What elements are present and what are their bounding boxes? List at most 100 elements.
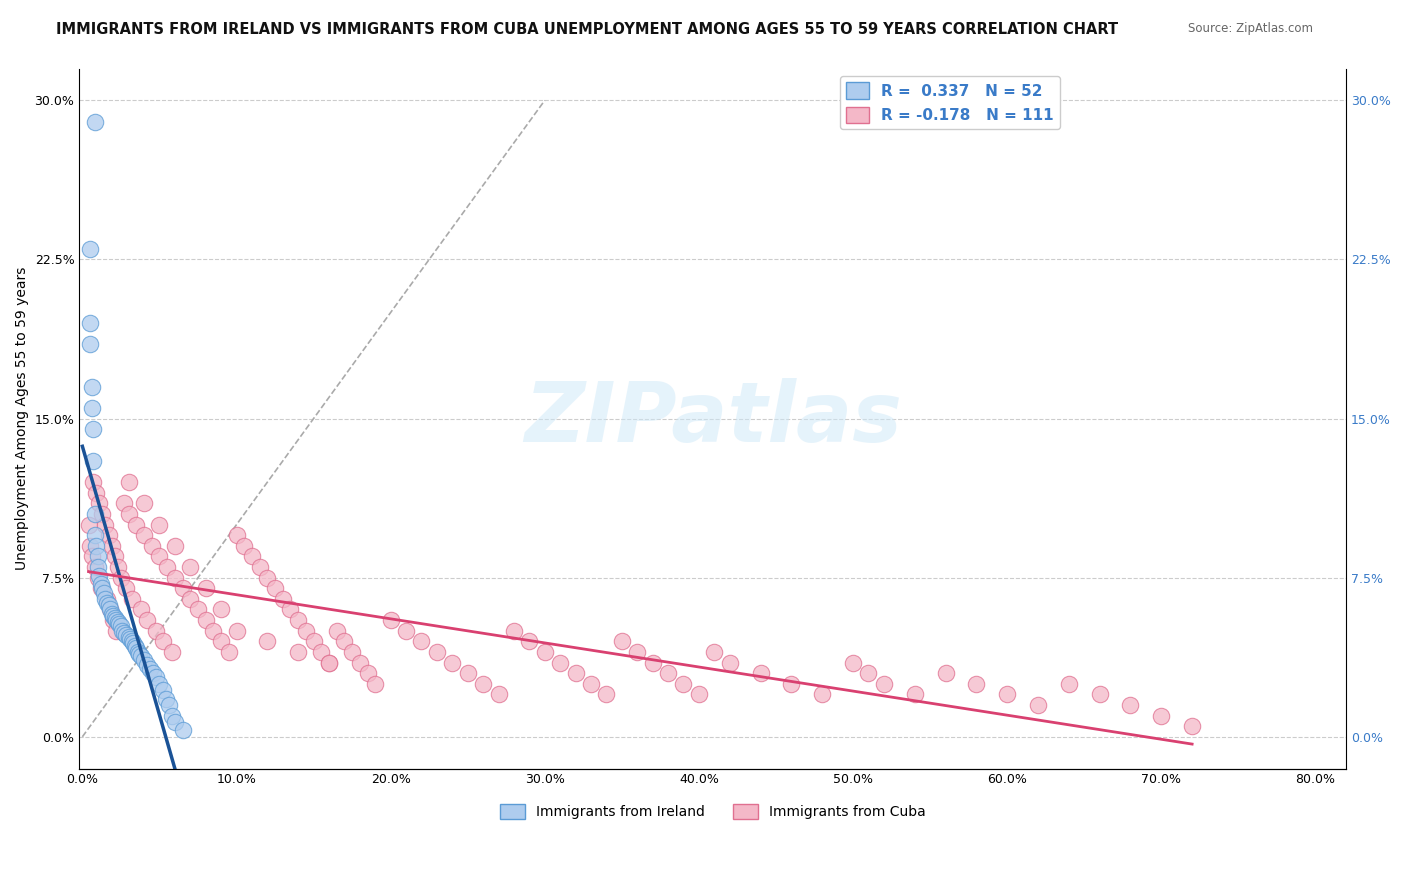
Point bbox=[842, 656, 865, 670]
Point bbox=[79, 242, 101, 256]
Point bbox=[82, 422, 104, 436]
Point bbox=[641, 656, 664, 670]
Point bbox=[225, 624, 247, 638]
Point bbox=[1088, 687, 1111, 701]
Point bbox=[1057, 677, 1080, 691]
Point bbox=[129, 602, 152, 616]
Point bbox=[129, 649, 152, 664]
Point bbox=[1181, 719, 1204, 733]
Point bbox=[240, 549, 263, 564]
Point bbox=[209, 634, 232, 648]
Point bbox=[111, 624, 134, 638]
Point bbox=[163, 714, 186, 729]
Point bbox=[141, 539, 163, 553]
Point bbox=[93, 585, 115, 599]
Point bbox=[364, 677, 387, 691]
Point bbox=[172, 582, 194, 596]
Point bbox=[104, 549, 127, 564]
Point bbox=[77, 517, 100, 532]
Point bbox=[152, 683, 174, 698]
Point bbox=[579, 677, 602, 691]
Point bbox=[108, 617, 131, 632]
Point bbox=[548, 656, 571, 670]
Legend: Immigrants from Ireland, Immigrants from Cuba: Immigrants from Ireland, Immigrants from… bbox=[495, 798, 931, 825]
Point bbox=[107, 560, 129, 574]
Point bbox=[904, 687, 927, 701]
Point bbox=[249, 560, 271, 574]
Point bbox=[132, 496, 155, 510]
Point bbox=[295, 624, 318, 638]
Point bbox=[318, 656, 340, 670]
Point bbox=[256, 634, 278, 648]
Point bbox=[117, 630, 139, 644]
Point bbox=[103, 613, 125, 627]
Point bbox=[80, 401, 103, 415]
Point bbox=[87, 549, 110, 564]
Point bbox=[488, 687, 510, 701]
Point bbox=[152, 634, 174, 648]
Point bbox=[395, 624, 418, 638]
Point bbox=[202, 624, 225, 638]
Point bbox=[84, 539, 107, 553]
Point bbox=[94, 591, 117, 606]
Point bbox=[688, 687, 710, 701]
Point bbox=[83, 507, 105, 521]
Point bbox=[179, 591, 201, 606]
Point bbox=[79, 316, 101, 330]
Point bbox=[136, 657, 159, 672]
Point bbox=[172, 723, 194, 738]
Point bbox=[100, 607, 122, 621]
Point bbox=[121, 591, 143, 606]
Point bbox=[533, 645, 555, 659]
Point bbox=[105, 613, 128, 627]
Point bbox=[163, 539, 186, 553]
Point bbox=[749, 666, 772, 681]
Point bbox=[103, 608, 125, 623]
Point bbox=[657, 666, 679, 681]
Point bbox=[287, 645, 309, 659]
Point bbox=[155, 691, 177, 706]
Point bbox=[124, 639, 146, 653]
Point bbox=[87, 571, 110, 585]
Point bbox=[97, 599, 120, 613]
Point bbox=[128, 647, 150, 661]
Point bbox=[349, 656, 371, 670]
Text: IMMIGRANTS FROM IRELAND VS IMMIGRANTS FROM CUBA UNEMPLOYMENT AMONG AGES 55 TO 59: IMMIGRANTS FROM IRELAND VS IMMIGRANTS FR… bbox=[56, 22, 1118, 37]
Text: ZIPatlas: ZIPatlas bbox=[524, 378, 901, 459]
Point bbox=[148, 517, 170, 532]
Point bbox=[125, 640, 148, 655]
Point bbox=[110, 571, 132, 585]
Point bbox=[117, 507, 139, 521]
Point bbox=[160, 645, 183, 659]
Point bbox=[595, 687, 617, 701]
Point bbox=[117, 475, 139, 490]
Point bbox=[98, 602, 121, 616]
Point bbox=[472, 677, 495, 691]
Point bbox=[80, 380, 103, 394]
Point bbox=[83, 528, 105, 542]
Point bbox=[302, 634, 325, 648]
Point bbox=[145, 624, 167, 638]
Point bbox=[333, 634, 356, 648]
Point bbox=[426, 645, 449, 659]
Point bbox=[83, 560, 105, 574]
Point bbox=[112, 625, 135, 640]
Point bbox=[356, 666, 378, 681]
Point bbox=[457, 666, 479, 681]
Point bbox=[120, 632, 142, 647]
Point bbox=[79, 337, 101, 351]
Point bbox=[142, 666, 165, 681]
Point bbox=[318, 656, 340, 670]
Point bbox=[163, 571, 186, 585]
Point bbox=[965, 677, 987, 691]
Point bbox=[121, 634, 143, 648]
Point bbox=[179, 560, 201, 574]
Point bbox=[441, 656, 464, 670]
Point bbox=[96, 591, 118, 606]
Point bbox=[91, 507, 114, 521]
Point bbox=[148, 549, 170, 564]
Point bbox=[80, 549, 103, 564]
Point bbox=[218, 645, 240, 659]
Point bbox=[340, 645, 363, 659]
Point bbox=[256, 571, 278, 585]
